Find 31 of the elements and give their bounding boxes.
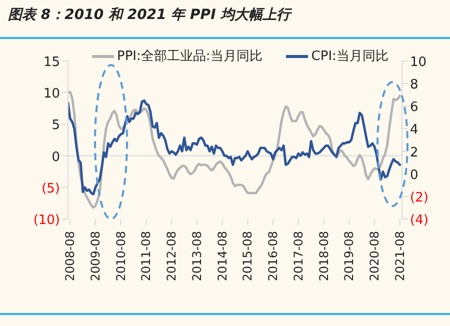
- x-tick-label: 2010-08: [114, 231, 128, 282]
- legend-label: CPI:当月同比: [311, 48, 388, 65]
- legend-label: PPI:全部工业品:当月同比: [117, 48, 262, 65]
- y-tick-label: 10: [43, 86, 60, 102]
- y2-tick-label: (4): [410, 213, 428, 228]
- y2-tick-label: (2): [410, 190, 428, 206]
- chart-title: 图表 8：2010 和 2021 年 PPI 均大幅上行: [8, 6, 291, 24]
- x-tick-label: 2014-08: [215, 231, 230, 282]
- y2-tick-label: 10: [410, 55, 427, 70]
- x-tick-label: 2009-08: [88, 231, 102, 282]
- y-tick-label: 0: [52, 150, 60, 165]
- y2-tick-label: 4: [410, 122, 418, 138]
- x-tick-label: 2012-08: [164, 231, 179, 282]
- x-tick-label: 2020-08: [368, 231, 382, 282]
- y-tick-label: 15: [43, 55, 60, 70]
- x-tick-label: 2021-08: [392, 231, 407, 282]
- x-tick-label: 2019-08: [342, 231, 356, 282]
- y-tick-label: (5): [42, 181, 60, 196]
- x-tick-label: 2017-08: [291, 231, 306, 282]
- y2-tick-label: 2: [410, 145, 418, 160]
- x-tick-label: 2016-08: [266, 231, 280, 282]
- y-tick-label: (10): [33, 213, 60, 228]
- y2-tick-label: 8: [410, 78, 418, 93]
- y2-tick-label: 0: [410, 168, 418, 183]
- x-tick-label: 2018-08: [316, 231, 331, 282]
- x-tick-label: 2015-08: [240, 231, 255, 282]
- x-tick-label: 2008-08: [63, 231, 78, 282]
- x-tick-label: 2013-08: [190, 231, 204, 282]
- y-tick-label: 5: [52, 118, 60, 134]
- y2-tick-label: 6: [410, 100, 418, 116]
- x-tick-label: 2011-08: [139, 231, 154, 282]
